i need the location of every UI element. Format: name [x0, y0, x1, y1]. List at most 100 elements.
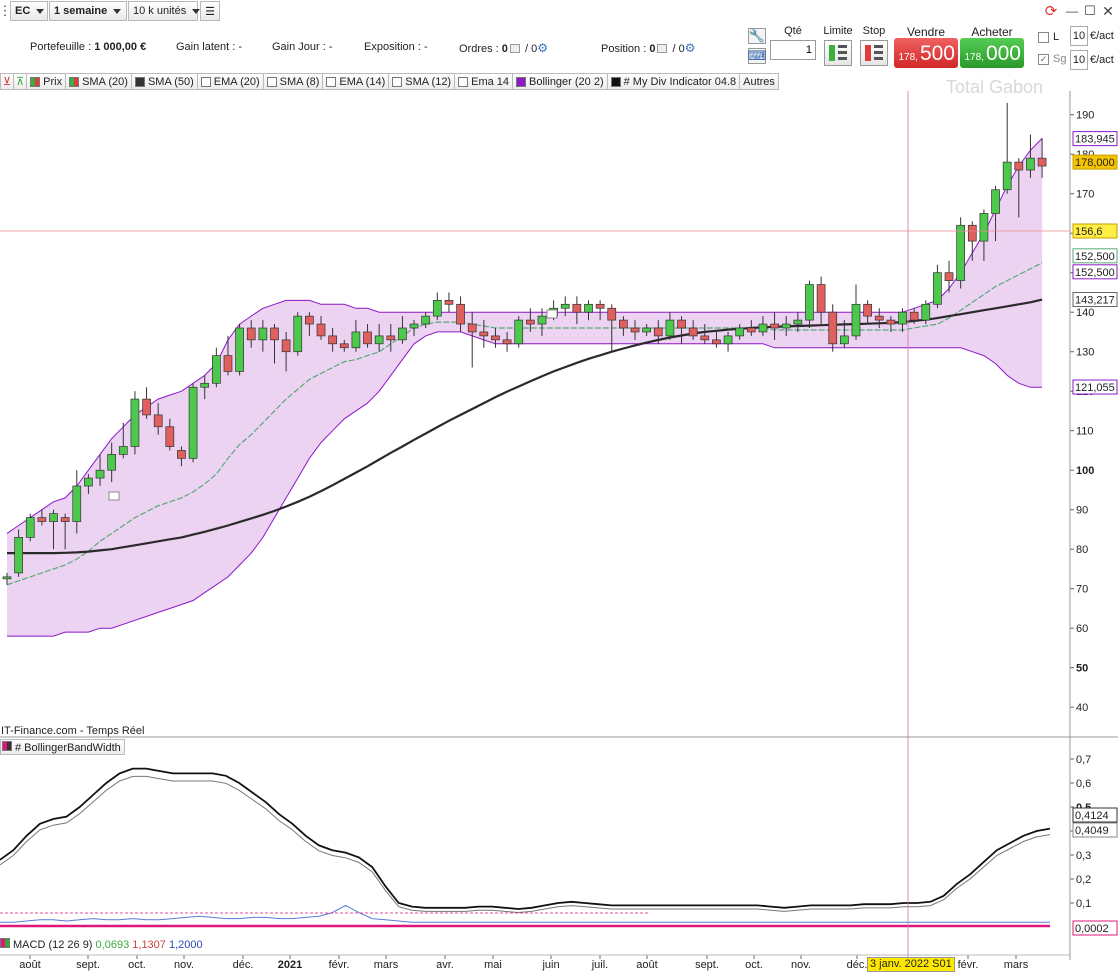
sg-checkbox[interactable]: ✓: [1038, 54, 1049, 65]
unrealized-value: -: [238, 41, 243, 53]
stop-offset-unit: €/act: [1090, 54, 1114, 66]
indicator-ema20[interactable]: EMA (20): [196, 73, 264, 90]
quantity-input[interactable]: [770, 40, 816, 60]
stop-offset-input[interactable]: 10: [1070, 50, 1088, 70]
chevron-down-icon: [36, 8, 45, 14]
gear-icon[interactable]: ⚙: [537, 41, 548, 55]
gear-icon[interactable]: ⚙: [684, 41, 696, 55]
indicator-mydiv[interactable]: # My Div Indicator 04.8: [606, 73, 741, 90]
candle: [1037, 138, 1047, 178]
indicator-sma8-label: SMA (8): [279, 75, 320, 88]
indicator-sma8[interactable]: SMA (8): [262, 73, 324, 90]
candle-body: [491, 335, 500, 341]
buy-price-small: 178,: [964, 52, 984, 63]
candle-body: [107, 454, 117, 471]
candle: [316, 316, 326, 340]
wrench-icon[interactable]: 🔧: [748, 28, 766, 44]
cursor-date-label: 3 janv. 2022 S01: [867, 957, 955, 972]
indicator-ema14[interactable]: EMA (14): [322, 73, 390, 90]
orders-list-icon[interactable]: [509, 44, 520, 53]
candle-body: [456, 303, 465, 325]
candle-body: [351, 331, 361, 349]
indicator-sma50[interactable]: SMA (50): [130, 73, 198, 90]
orders-stat[interactable]: Ordres : 0 / 0⚙: [459, 41, 548, 55]
position-stat[interactable]: Position : 0 / 0⚙: [601, 41, 696, 55]
candle: [2, 572, 12, 585]
price-swatch: [30, 76, 41, 87]
chevron-down-icon: [192, 8, 201, 14]
buy-button[interactable]: 178, 000: [960, 38, 1024, 68]
candle-body: [72, 485, 82, 522]
candle: [14, 529, 23, 577]
macd-legend[interactable]: MACD (12 26 9) 0,0693 1,1307 1,2000: [0, 938, 203, 951]
collapse-button[interactable]: ⊻: [0, 73, 15, 90]
time-tick-label: avr.: [436, 959, 454, 971]
crosshair-value-tag: 156,6: [1072, 223, 1118, 239]
time-tick-label: juil.: [591, 959, 609, 971]
indicator-others[interactable]: Autres: [739, 73, 779, 90]
refresh-icon[interactable]: ⟳: [1044, 3, 1058, 20]
candle-body: [258, 327, 268, 341]
close-button[interactable]: ✕: [1102, 2, 1114, 19]
symbol-dropdown[interactable]: EC: [10, 1, 48, 21]
candle-body: [642, 327, 652, 333]
macd-value-3: 1,2000: [168, 939, 203, 951]
sell-button[interactable]: 178, 500: [894, 38, 958, 68]
expand-button[interactable]: ⊼: [13, 73, 28, 90]
price-tick-label: 90: [1076, 505, 1088, 517]
dividend-marker: [546, 309, 558, 319]
candle-body: [142, 398, 151, 416]
time-axis: août sept. oct. nov. déc. 2021 févr. mars avr. ma…: [19, 955, 1029, 971]
grip-icon[interactable]: ⋮: [0, 3, 12, 18]
candle: [223, 335, 233, 376]
toolbar-menu-button[interactable]: ☰: [200, 1, 220, 21]
stop-order-button[interactable]: [860, 40, 888, 66]
candle: [677, 316, 686, 344]
candle-body: [305, 315, 314, 325]
orders-total: / 0: [524, 43, 538, 55]
chevron-down-icon: [113, 8, 122, 14]
candle-body: [1014, 161, 1024, 171]
time-tick-label: mars: [1004, 959, 1029, 971]
orders-label: Ordres :: [459, 43, 499, 55]
bandwidth-tick-label: 0,2: [1076, 874, 1091, 886]
price-tick-label: 50: [1076, 663, 1088, 675]
ema20-swatch: [200, 76, 211, 87]
indicator-ema14b[interactable]: Ema 14: [454, 73, 514, 90]
candle-body: [60, 517, 70, 522]
candle: [235, 324, 244, 376]
candle: [851, 284, 861, 340]
indicator-sma20[interactable]: SMA (20): [65, 73, 132, 90]
candle-body: [665, 319, 675, 337]
indicator-sma20-label: SMA (20): [82, 75, 128, 88]
limit-offset-input[interactable]: 10: [1070, 26, 1088, 46]
candle: [293, 312, 303, 356]
maximize-button[interactable]: ☐: [1084, 3, 1096, 18]
candle: [688, 320, 698, 340]
candle: [944, 260, 954, 293]
candle-body: [200, 382, 210, 388]
bollinger-upper-tag: 183,945: [1072, 131, 1118, 147]
candle-body: [246, 327, 256, 341]
candle: [665, 312, 675, 340]
minimize-button[interactable]: —: [1066, 4, 1078, 18]
bandwidth-panel-title[interactable]: # BollingerBandWidth: [0, 739, 125, 755]
indicator-bollinger[interactable]: Bollinger (20 2): [512, 73, 608, 90]
indicator-sma12[interactable]: SMA (12): [388, 73, 456, 90]
candle: [188, 383, 198, 463]
candle: [921, 300, 931, 325]
l-checkbox[interactable]: [1038, 32, 1049, 43]
timeframe-dropdown[interactable]: 1 semaine: [49, 1, 127, 21]
limit-order-button[interactable]: [824, 40, 852, 66]
bandwidth-tag-1-box: [1072, 807, 1118, 823]
candle: [374, 324, 384, 352]
indicator-price[interactable]: Prix: [26, 73, 67, 90]
candle-body: [909, 311, 919, 321]
candle: [37, 509, 47, 526]
candle-body: [223, 355, 233, 372]
units-dropdown[interactable]: 10 k unités: [128, 1, 201, 21]
time-tick-label: mars: [374, 959, 399, 971]
keyboard-icon[interactable]: ⌨: [747, 48, 767, 64]
close-position-icon[interactable]: [657, 44, 668, 53]
